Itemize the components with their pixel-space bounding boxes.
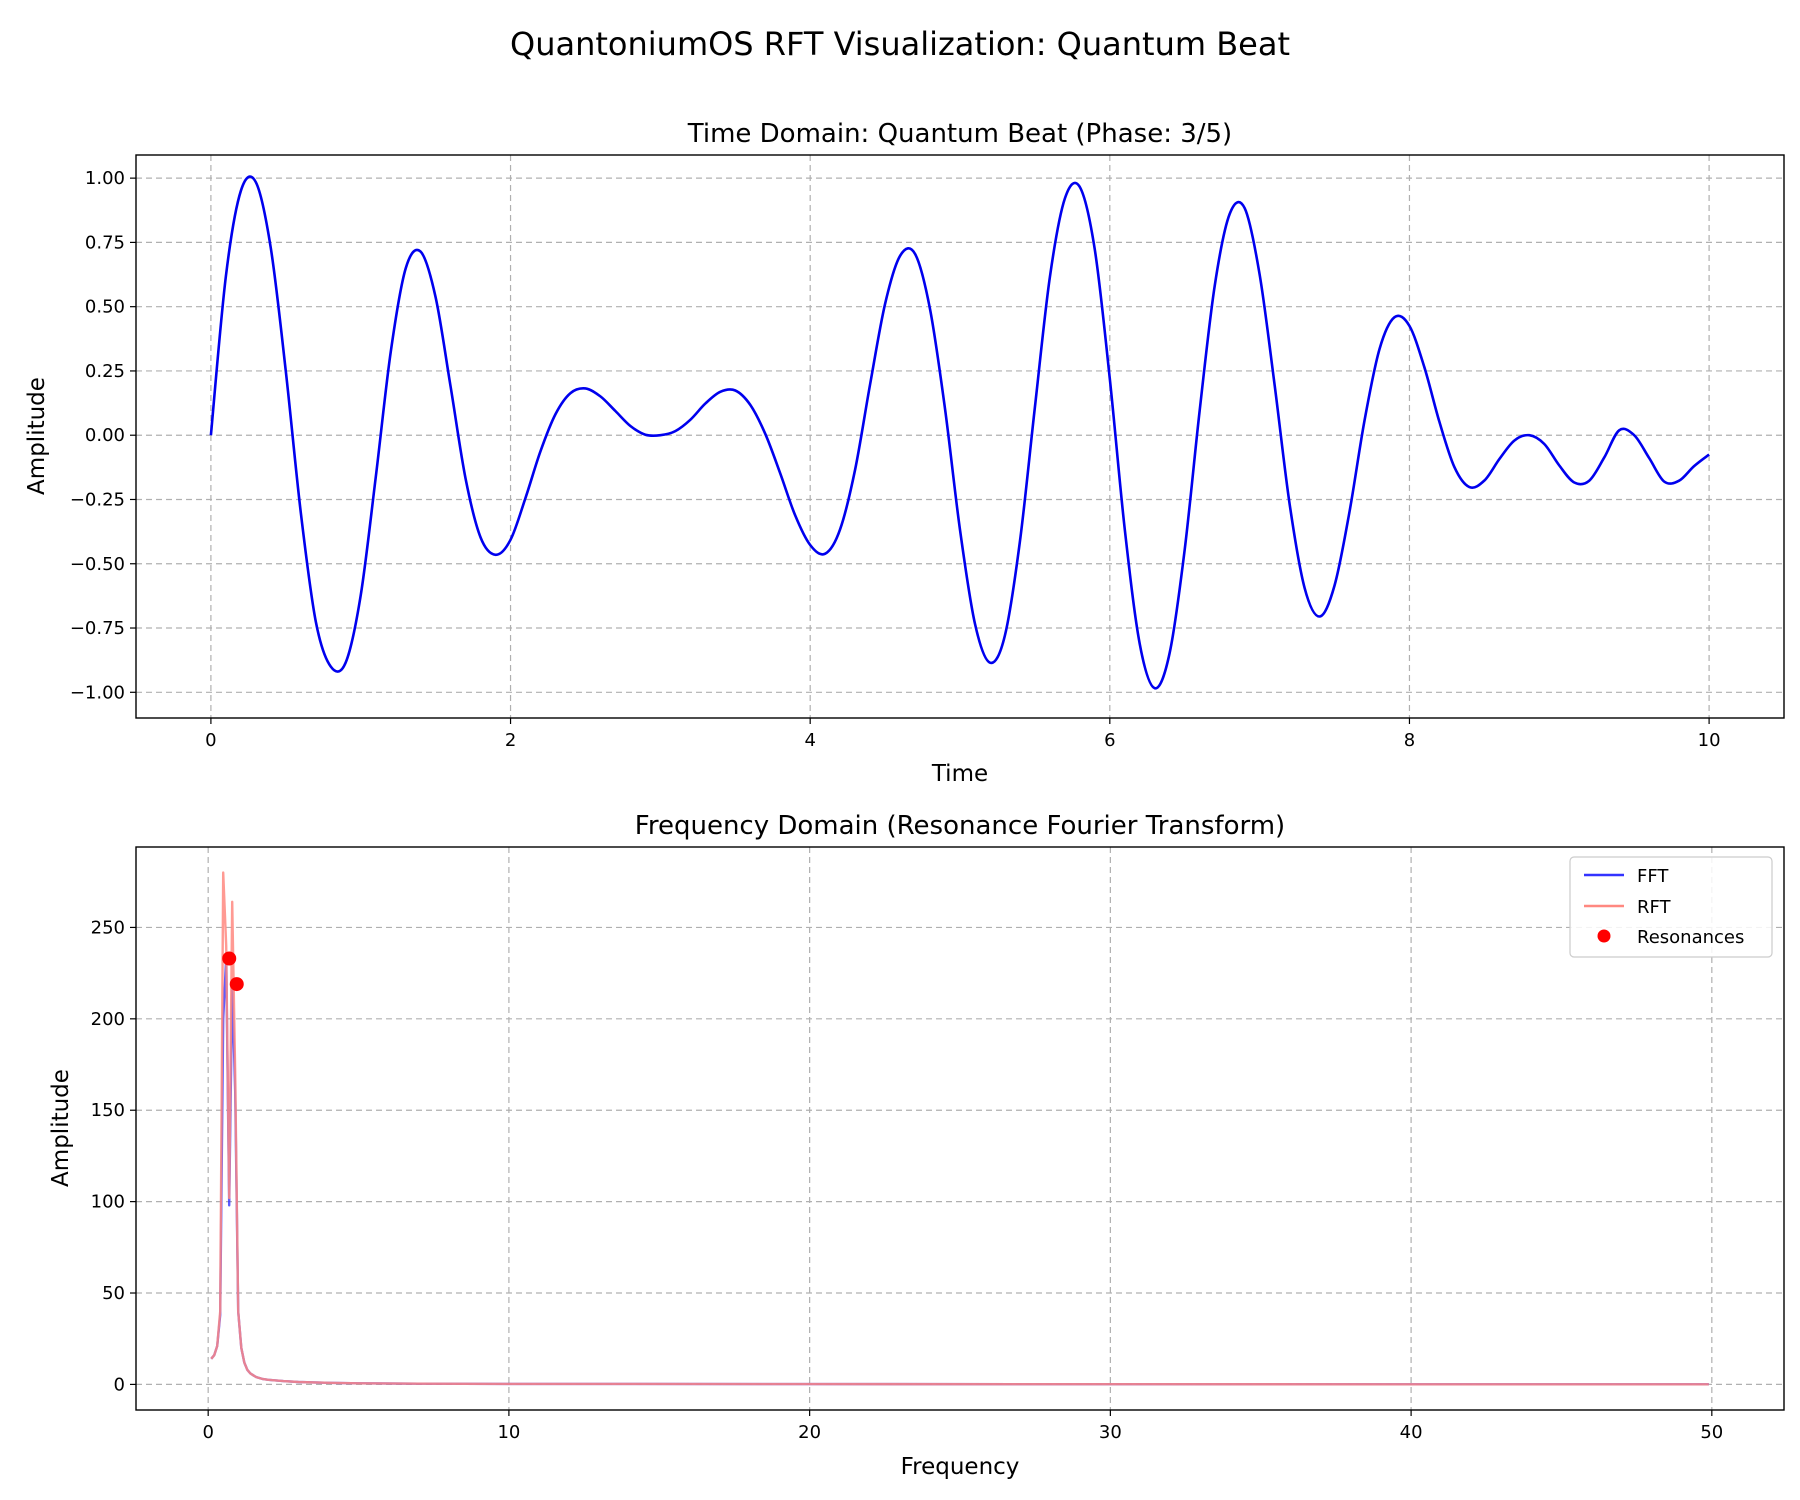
frequency-domain-ytick-label: 250 [91,917,125,938]
time-domain-xtick-label: 10 [1698,730,1721,751]
time-domain-ytick-label: 0.75 [85,232,125,253]
time-domain-xtick-label: 4 [804,730,815,751]
frequency-domain-ticks: 0 10 20 30 40 50 0 50 100 150 200 250 [91,917,1724,1443]
frequency-domain-xtick-label: 50 [1700,1422,1723,1443]
time-domain-ytick-label: 0.25 [85,361,125,382]
frequency-domain-ytick-label: 100 [91,1192,125,1213]
time-domain-grid [136,155,1784,718]
time-domain-ylabel: Amplitude [24,377,50,495]
frequency-domain-ytick-label: 0 [114,1374,125,1395]
frequency-domain-xtick-label: 30 [1099,1422,1122,1443]
frequency-domain-ylabel: Amplitude [48,1069,74,1187]
frequency-domain-grid [136,847,1784,1410]
frequency-domain-xtick-label: 10 [497,1422,520,1443]
frequency-domain-frame [135,846,1785,1411]
time-domain-ytick-label: −0.50 [70,554,125,575]
time-domain-ytick-label: 0.00 [85,425,125,446]
frequency-domain-xlabel: Frequency [901,1454,1020,1480]
legend: FFT RFT Resonances [1569,856,1773,958]
time-domain-xtick-label: 0 [205,730,216,751]
time-domain-frame [135,154,1785,719]
legend-fft-label: FFT [1637,866,1669,887]
time-domain-axes: Time Domain: Quantum Beat (Phase: 3/5) 0… [24,119,1785,787]
resonance-point [222,951,237,966]
frequency-domain-ytick-label: 200 [91,1009,125,1030]
time-domain-xtick-label: 8 [1404,730,1415,751]
frequency-domain-title: Frequency Domain (Resonance Fourier Tran… [635,811,1285,841]
frequency-domain-ytick-label: 50 [102,1283,125,1304]
time-domain-ticks: 0 2 4 6 8 10 −1.00 −0.75 −0.50 −0.25 0.00 0.25 0.50 0… [70,168,1721,751]
frequency-domain-series [210,871,1709,1386]
legend-box [1569,856,1773,958]
time-domain-xtick-label: 2 [505,730,516,751]
time-domain-ytick-label: −1.00 [70,682,125,703]
rft-line [210,871,1709,1386]
time-domain-signal-line [209,175,1710,690]
legend-resonances-label: Resonances [1637,927,1744,948]
figure-suptitle: QuantoniumOS RFT Visualization: Quantum … [510,25,1290,63]
frequency-domain-xtick-label: 20 [798,1422,821,1443]
time-domain-xtick-label: 6 [1104,730,1115,751]
frequency-domain-xtick-label: 0 [202,1422,213,1443]
time-domain-title: Time Domain: Quantum Beat (Phase: 3/5) [687,119,1232,149]
time-domain-ytick-label: 1.00 [85,168,125,189]
time-domain-xlabel: Time [931,761,988,787]
time-domain-ytick-label: −0.75 [70,618,125,639]
frequency-domain-ytick-label: 150 [91,1100,125,1121]
time-domain-series [209,175,1710,690]
frequency-domain-xtick-label: 40 [1400,1422,1423,1443]
frequency-domain-axes: Frequency Domain (Resonance Fourier Tran… [48,811,1785,1480]
time-domain-ytick-label: −0.25 [70,489,125,510]
resonance-point [229,977,244,992]
legend-rft-label: RFT [1637,897,1672,918]
fft-line [210,957,1709,1386]
time-domain-ytick-label: 0.50 [85,297,125,318]
legend-resonances-swatch [1597,929,1611,943]
